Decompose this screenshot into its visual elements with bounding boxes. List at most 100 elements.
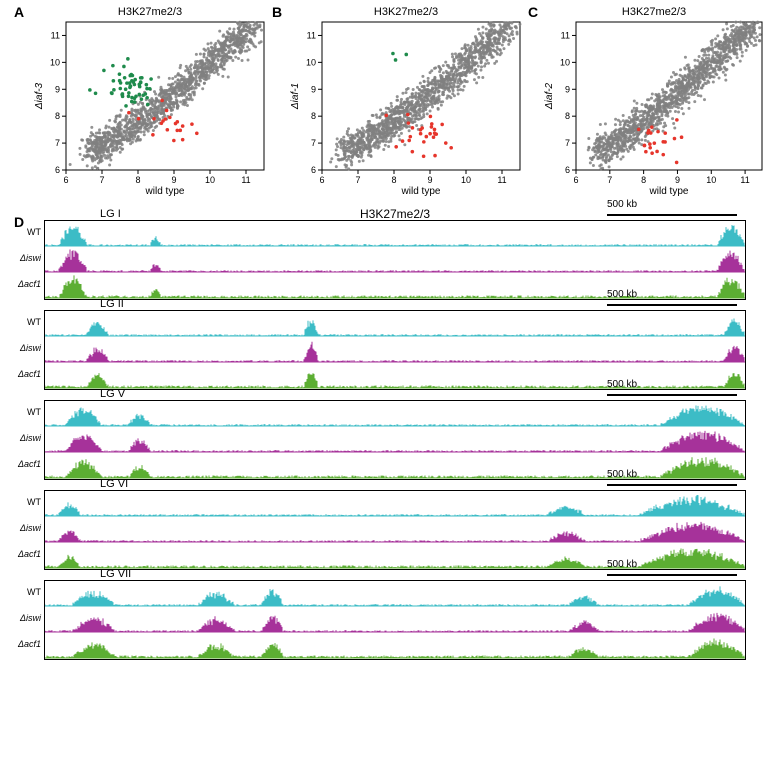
svg-text:6: 6 (573, 175, 578, 185)
track-label: Δacf1 (11, 279, 41, 289)
svg-text:11: 11 (307, 30, 316, 40)
track-row: Δiswi (45, 247, 745, 273)
track-svg (45, 311, 745, 337)
svg-text:7: 7 (55, 138, 60, 148)
svg-text:Δiaf-1: Δiaf-1 (290, 83, 301, 110)
track-row: Δiswi (45, 607, 745, 633)
svg-text:9: 9 (427, 175, 432, 185)
svg-text:7: 7 (311, 138, 316, 148)
svg-text:11: 11 (561, 30, 570, 40)
scale-bar: 500 kb (607, 199, 737, 221)
track-label: WT (11, 407, 41, 417)
lg-title: LG V (100, 388, 125, 400)
svg-text:wild type: wild type (649, 186, 689, 197)
track-label: Δiswi (11, 343, 41, 353)
track-label: Δiswi (11, 433, 41, 443)
svg-text:11: 11 (51, 30, 60, 40)
track-svg (45, 633, 745, 659)
scatter-chart-a: 6 7 8 9 10 11 6 7 8 9 10 11 wild type Δiaf-3 (30, 18, 270, 198)
svg-text:wild type: wild type (401, 186, 441, 197)
svg-text:8: 8 (55, 111, 60, 121)
track-row: WT (45, 581, 745, 607)
track-label: Δiswi (11, 523, 41, 533)
svg-text:Δiaf-2: Δiaf-2 (544, 82, 555, 110)
scale-bar: 500 kb (607, 469, 737, 491)
svg-text:6: 6 (311, 165, 316, 175)
lg-title: LG I (100, 208, 121, 220)
chart-title-a: H3K27me2/3 (30, 6, 270, 18)
lg-box: LG II500 kbWTΔiswiΔacf1 (44, 310, 746, 390)
svg-text:10: 10 (461, 175, 471, 185)
svg-text:11: 11 (497, 175, 506, 185)
track-row: Δacf1 (45, 633, 745, 659)
track-row: WT (45, 221, 745, 247)
svg-text:8: 8 (641, 175, 646, 185)
svg-text:9: 9 (55, 84, 60, 94)
track-svg (45, 517, 745, 543)
svg-text:9: 9 (311, 84, 316, 94)
svg-text:6: 6 (55, 165, 60, 175)
lg-title: LG II (100, 298, 124, 310)
scale-bar: 500 kb (607, 289, 737, 311)
svg-text:wild type: wild type (145, 186, 185, 197)
track-label: WT (11, 587, 41, 597)
track-svg (45, 427, 745, 453)
scatter-panel-a: H3K27me2/3 6 7 8 9 10 11 6 7 8 9 10 11 wild type Δiaf… (30, 6, 270, 198)
tracks-center-title: H3K27me2/3 (360, 207, 430, 221)
svg-text:7: 7 (607, 175, 612, 185)
track-svg (45, 247, 745, 273)
scatter-panel-c: H3K27me2/3 6 7 8 9 10 11 6 7 8 9 10 11 wild type Δiaf… (540, 6, 768, 198)
svg-text:7: 7 (355, 175, 360, 185)
svg-text:11: 11 (241, 175, 250, 185)
svg-text:10: 10 (706, 175, 716, 185)
svg-text:9: 9 (171, 175, 176, 185)
svg-text:6: 6 (63, 175, 68, 185)
chart-title-b: H3K27me2/3 (286, 6, 526, 18)
track-svg (45, 607, 745, 633)
track-svg (45, 337, 745, 363)
svg-text:10: 10 (205, 175, 215, 185)
lg-box: LG V500 kbWTΔiswiΔacf1 (44, 400, 746, 480)
track-label: WT (11, 317, 41, 327)
svg-text:7: 7 (99, 175, 104, 185)
track-label: Δiswi (11, 613, 41, 623)
svg-text:Δiaf-3: Δiaf-3 (34, 82, 45, 110)
track-label: Δiswi (11, 253, 41, 263)
chart-title-c: H3K27me2/3 (540, 6, 768, 18)
track-row: Δiswi (45, 337, 745, 363)
svg-text:8: 8 (311, 111, 316, 121)
track-row: Δiswi (45, 517, 745, 543)
lg-box: LG IH3K27me2/3500 kbWTΔiswiΔacf1 (44, 220, 746, 300)
svg-text:8: 8 (565, 111, 570, 121)
track-svg (45, 581, 745, 607)
track-label: Δacf1 (11, 459, 41, 469)
track-label: WT (11, 497, 41, 507)
scatter-chart-b: 6789101167891011wild typeΔiaf-1 (286, 18, 526, 198)
svg-text:9: 9 (675, 175, 680, 185)
svg-text:6: 6 (565, 165, 570, 175)
scale-bar: 500 kb (607, 379, 737, 401)
lg-title: LG VI (100, 478, 128, 490)
svg-text:9: 9 (565, 84, 570, 94)
track-label: Δacf1 (11, 639, 41, 649)
svg-text:8: 8 (135, 175, 140, 185)
svg-text:10: 10 (50, 57, 60, 67)
track-row: WT (45, 491, 745, 517)
track-label: WT (11, 227, 41, 237)
scale-bar: 500 kb (607, 559, 737, 581)
track-row: Δiswi (45, 427, 745, 453)
track-svg (45, 491, 745, 517)
scatter-chart-c: 6 7 8 9 10 11 6 7 8 9 10 11 wild type Δiaf-2 (540, 18, 768, 198)
svg-text:10: 10 (306, 57, 316, 67)
svg-text:6: 6 (319, 175, 324, 185)
track-svg (45, 401, 745, 427)
tracks-region: LG IH3K27me2/3500 kbWTΔiswiΔacf1LG II500… (38, 220, 756, 670)
lg-box: LG VII500 kbWTΔiswiΔacf1 (44, 580, 746, 660)
svg-text:11: 11 (740, 175, 749, 185)
track-label: Δacf1 (11, 369, 41, 379)
track-label: Δacf1 (11, 549, 41, 559)
svg-text:7: 7 (565, 138, 570, 148)
svg-text:10: 10 (560, 57, 570, 67)
lg-box: LG VI500 kbWTΔiswiΔacf1 (44, 490, 746, 570)
track-row: WT (45, 401, 745, 427)
